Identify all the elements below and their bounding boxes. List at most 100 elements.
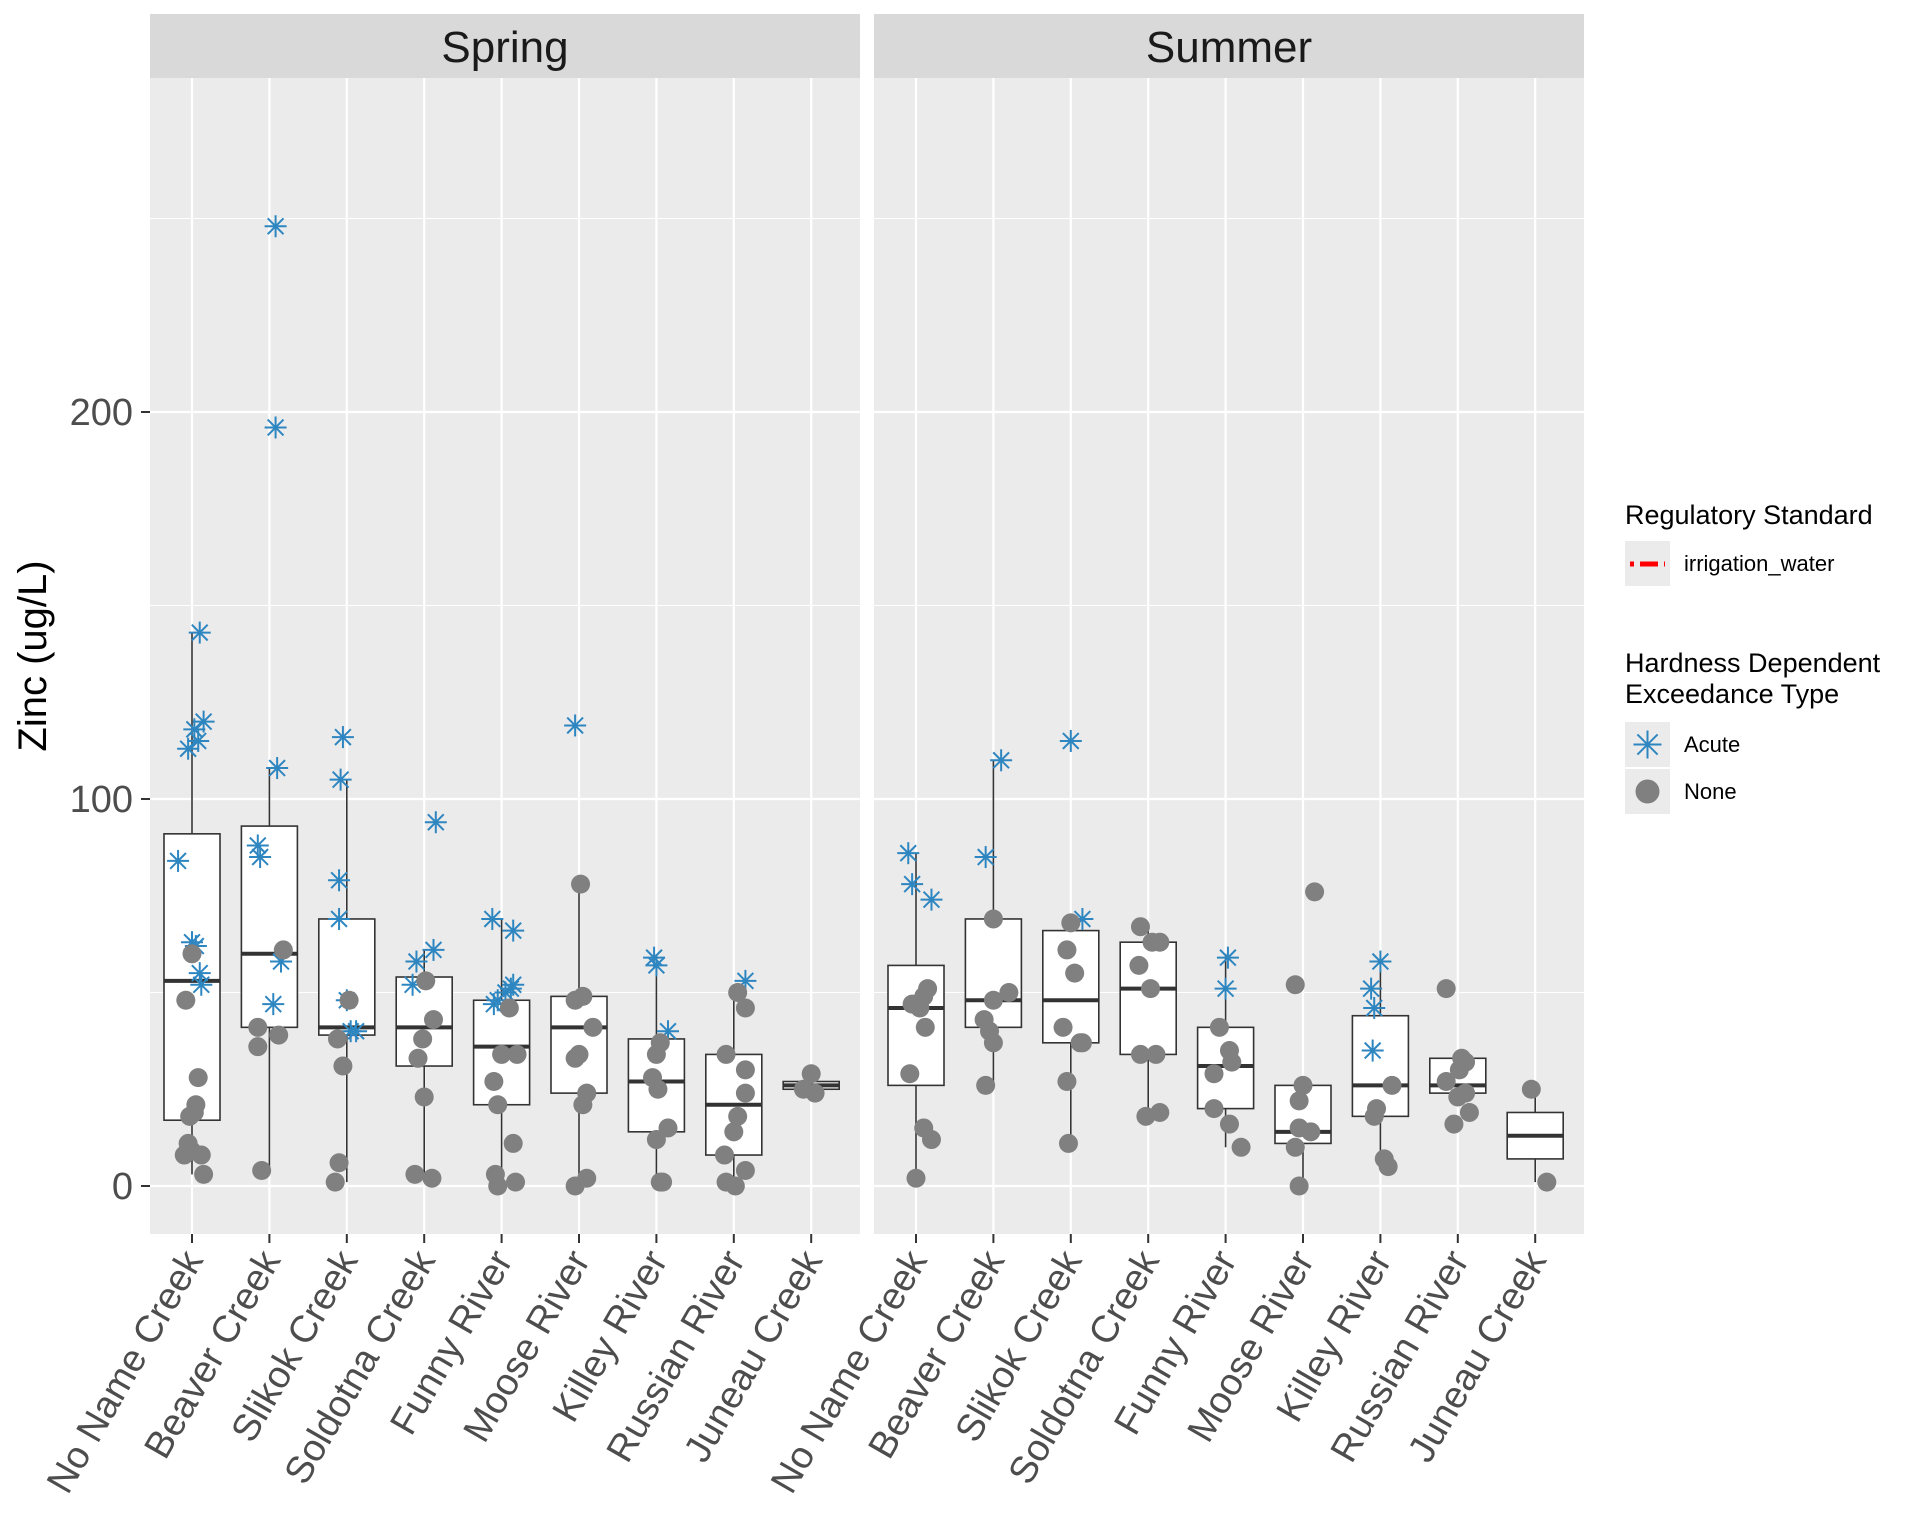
point-none: [577, 1168, 597, 1188]
box-beaver-creek: [240, 768, 299, 1175]
point-acute-stroke: [899, 844, 917, 862]
point-none: [248, 1017, 268, 1037]
point-acute: [331, 726, 354, 749]
point-none: [1065, 963, 1085, 983]
point-acute: [1361, 1039, 1384, 1062]
point-acute: [345, 1020, 368, 1043]
point-none: [414, 1087, 434, 1107]
point-none: [1289, 1091, 1309, 1111]
legend-acute-stroke: [1636, 733, 1659, 756]
point-acute: [249, 846, 272, 869]
point-none: [1057, 940, 1077, 960]
point-none: [646, 1044, 666, 1064]
point-none: [724, 1122, 744, 1142]
point-none: [507, 1044, 527, 1064]
point-acute-stroke: [179, 740, 197, 758]
point-none: [408, 1048, 428, 1068]
legend-label-irrigation: irrigation_water: [1684, 551, 1834, 576]
point-none: [735, 1161, 755, 1181]
box-iqr: [964, 918, 1023, 1029]
point-acute: [482, 993, 505, 1016]
point-none: [492, 1044, 512, 1064]
point-none: [191, 1145, 211, 1165]
point-none: [269, 1025, 289, 1045]
point-none: [329, 1153, 349, 1173]
point-none: [1382, 1075, 1402, 1095]
point-none: [983, 909, 1003, 929]
point-acute: [188, 621, 211, 644]
point-none: [1204, 1064, 1224, 1084]
point-acute: [188, 962, 211, 985]
point-none: [1289, 1176, 1309, 1196]
point-none: [565, 990, 585, 1010]
point-acute-stroke: [347, 1022, 365, 1040]
box-slikok-creek: [317, 779, 376, 1183]
point-none: [1364, 1106, 1384, 1126]
point-acute: [974, 846, 997, 869]
point-none: [983, 1033, 1003, 1053]
strip-summer: [874, 14, 1584, 78]
point-acute: [920, 888, 943, 911]
point-none: [573, 1095, 593, 1115]
point-acute-stroke: [566, 716, 584, 735]
point-acute: [328, 907, 351, 930]
point-acute-stroke: [1362, 980, 1380, 998]
point-none: [1378, 1157, 1398, 1177]
point-none: [1219, 1114, 1239, 1134]
point-none: [1053, 1017, 1073, 1037]
legend-title-hardness-1: Hardness Dependent: [1625, 648, 1881, 678]
point-none: [900, 1064, 920, 1084]
point-acute-stroke: [485, 995, 503, 1013]
point-acute-stroke: [264, 995, 282, 1013]
point-none: [715, 1145, 735, 1165]
point-acute: [328, 869, 351, 892]
box-iqr: [550, 995, 608, 1094]
point-acute: [264, 215, 287, 238]
point-acute: [187, 729, 210, 752]
point-acute-stroke: [266, 418, 285, 437]
point-none: [648, 1079, 668, 1099]
point-none: [1146, 1044, 1166, 1064]
point-none: [571, 874, 591, 894]
point-none: [728, 983, 748, 1002]
point-acute-stroke: [330, 910, 348, 928]
point-none: [569, 1044, 589, 1064]
legend-none-icon: [1635, 779, 1660, 804]
point-none: [658, 1118, 678, 1138]
point-acute: [645, 954, 668, 977]
legend: Regulatory Standard irrigation_water Har…: [1625, 500, 1881, 814]
point-none: [339, 990, 359, 1010]
box-iqr: [317, 918, 376, 1036]
point-acute: [167, 849, 190, 872]
legend-acute-asterisk: [1633, 730, 1662, 759]
point-acute: [897, 842, 920, 865]
point-acute-stroke: [330, 871, 348, 889]
point-none: [328, 1029, 348, 1049]
box-iqr: [240, 825, 299, 1029]
point-acute: [183, 718, 206, 741]
point-acute-stroke: [1365, 999, 1383, 1017]
point-none: [1130, 917, 1150, 937]
point-none: [413, 1029, 433, 1049]
point-acute-stroke: [194, 712, 213, 731]
point-none: [422, 1168, 442, 1188]
points-spring: [167, 215, 825, 1196]
box-iqr: [1119, 941, 1177, 1056]
point-none: [583, 1017, 603, 1037]
point-none: [1150, 1102, 1170, 1122]
point-none: [1449, 1060, 1469, 1080]
point-acute: [424, 811, 447, 834]
point-acute-stroke: [977, 848, 995, 866]
point-none: [180, 1106, 200, 1126]
point-none: [1436, 1072, 1456, 1092]
y-ticks: 0 100 200: [70, 392, 150, 1208]
point-none: [325, 1172, 345, 1192]
point-acute-stroke: [169, 852, 187, 870]
point-acute-stroke: [189, 732, 207, 750]
point-acute: [1216, 946, 1239, 969]
point-none: [182, 944, 202, 964]
point-none: [805, 1083, 825, 1103]
point-acute-stroke: [504, 921, 522, 940]
point-acute-stroke: [266, 217, 285, 235]
